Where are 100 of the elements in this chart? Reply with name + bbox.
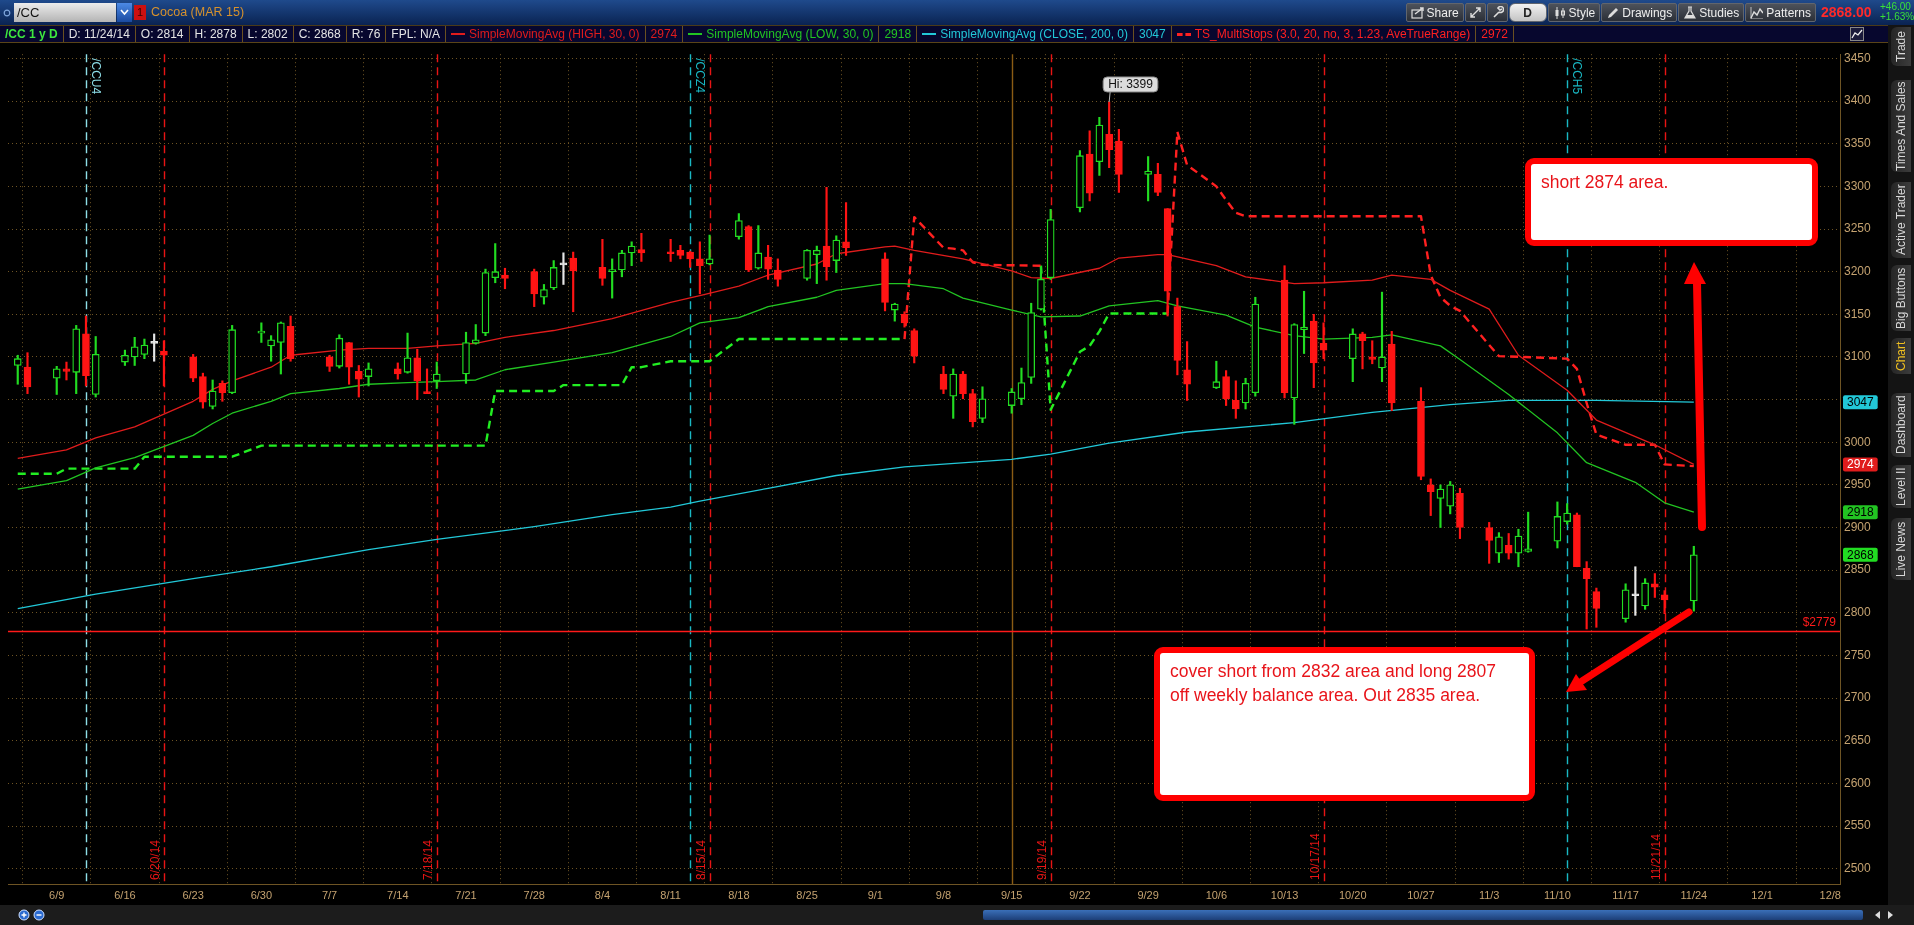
x-tick-label: 8/4: [594, 888, 611, 901]
ref-line-label: 10/17/14: [1307, 832, 1322, 880]
ref-line-label: /CCH5: [1570, 58, 1585, 95]
ref-line-label: /CCU4: [89, 58, 104, 95]
annotation: Hi: 3399: [1108, 77, 1154, 92]
ref-line-label: 6/20/14: [147, 839, 162, 880]
ref-line-label: /CCZ4: [693, 58, 708, 94]
x-tick-label: 9/15: [1000, 888, 1023, 901]
text: R: 76: [346, 26, 387, 42]
x-tick-label: 12/1: [1751, 888, 1773, 901]
text: C: 2868: [293, 26, 347, 42]
text: Live News: [1891, 518, 1911, 580]
legend-label: SimpleMovingAvg (HIGH, 30, 0): [469, 26, 640, 42]
text: Active Trader: [1891, 182, 1911, 258]
text: Dashboard: [1891, 393, 1911, 457]
text: H: 2878: [189, 26, 243, 42]
y-tick-label: 2950: [1844, 477, 1872, 492]
text: +1.63%: [1880, 11, 1914, 22]
text: FPL: N/A: [386, 26, 447, 42]
x-tick-label: 9/22: [1069, 888, 1091, 901]
text: D: [1523, 5, 1532, 20]
text: 2972: [1476, 26, 1514, 42]
annotation: short 2874 area.: [1541, 171, 1670, 194]
x-tick-label: 7/14: [387, 888, 409, 901]
text: D: 11/24/14: [63, 26, 136, 42]
text: Chart: [1891, 338, 1911, 374]
y-tick-label: 2850: [1844, 562, 1872, 577]
y-tick-label: 3250: [1844, 221, 1872, 236]
text: 3047: [1134, 26, 1172, 42]
annotation: cover short from 2832 area and long 2807 off weekly balance area. Out 2835 area.: [1170, 660, 1497, 707]
x-tick-label: 9/29: [1137, 888, 1159, 901]
text: Big Buttons: [1891, 265, 1911, 331]
x-tick-label: 7/7: [321, 888, 338, 901]
y-tick-label: 3450: [1844, 50, 1872, 65]
text: Patterns: [1766, 5, 1811, 20]
text: Trade: [1891, 27, 1911, 66]
text: +46.00: [1880, 1, 1912, 12]
y-tick-label: 2550: [1844, 818, 1872, 833]
annotation: 3047: [1847, 394, 1875, 409]
ref-line-label: 8/15/14: [693, 839, 708, 880]
y-tick-label: 3300: [1844, 178, 1872, 193]
y-tick-label: 3150: [1844, 306, 1872, 321]
x-tick-label: 12/8: [1819, 888, 1841, 901]
text: Drawings: [1622, 5, 1673, 20]
y-tick-label: 2650: [1844, 733, 1872, 748]
y-tick-label: 2800: [1844, 605, 1872, 620]
x-tick-label: 10/20: [1339, 888, 1367, 901]
annotation: 2974: [1847, 457, 1875, 472]
text: 2868.00: [1821, 4, 1872, 21]
candlestick: [598, 238, 607, 286]
text: Times And Sales: [1891, 80, 1911, 172]
x-tick-label: 6/16: [114, 888, 136, 901]
text: 2918: [879, 26, 918, 42]
candlestick: [1358, 331, 1367, 370]
y-tick-label: 2750: [1844, 647, 1872, 662]
text: Style: [1568, 5, 1596, 20]
chart-subtitle: Cocoa (MAR 15): [151, 5, 245, 20]
ref-line-label: 11/21/14: [1648, 833, 1663, 880]
x-tick-label: 7/21: [455, 888, 477, 901]
text: Studies: [1699, 5, 1740, 20]
y-tick-label: 3400: [1844, 93, 1872, 108]
y-tick-label: 3200: [1844, 263, 1872, 278]
x-tick-label: 8/11: [660, 888, 681, 901]
legend-label: SimpleMovingAvg (LOW, 30, 0): [706, 26, 874, 42]
text: 2974: [645, 26, 684, 42]
text: O: 2814: [135, 26, 190, 42]
x-tick-label: 10/13: [1270, 888, 1299, 901]
text: 1: [134, 5, 146, 20]
x-tick-label: 11/24: [1680, 888, 1708, 901]
annotation: 2868: [1847, 547, 1875, 562]
x-tick-label: 11/17: [1612, 888, 1639, 901]
x-tick-label: 11/10: [1544, 888, 1571, 901]
x-tick-label: 9/8: [935, 888, 952, 901]
ref-line-label: 9/19/14: [1034, 839, 1049, 880]
x-tick-label: 7/28: [523, 888, 545, 901]
candlestick: [1319, 322, 1328, 359]
text: Share: [1426, 5, 1459, 20]
x-tick-label: 9/1: [867, 888, 883, 901]
ref-line-label: 7/18/14: [420, 839, 435, 880]
ref-line-label: $2779: [1802, 614, 1837, 629]
annotation: 2918: [1847, 504, 1875, 519]
y-tick-label: 2700: [1844, 690, 1872, 705]
y-tick-label: 3000: [1844, 434, 1872, 449]
y-tick-label: 2500: [1844, 860, 1872, 875]
text: L: 2802: [242, 26, 294, 42]
y-tick-label: 2900: [1844, 519, 1872, 534]
candlestick: [822, 186, 831, 281]
candlestick: [62, 361, 71, 381]
legend-label: TS_MultiStops (3.0, 20, no, 3, 1.23, AveTrueRange): [1194, 26, 1471, 42]
y-tick-label: 2600: [1844, 775, 1872, 790]
chart-title: /CC: [14, 3, 116, 22]
x-tick-label: 10/27: [1407, 888, 1435, 901]
candlestick: [1436, 484, 1445, 528]
x-tick-label: 8/18: [728, 888, 750, 901]
x-tick-label: 10/6: [1205, 888, 1228, 901]
x-tick-label: 6/30: [250, 888, 273, 901]
x-tick-label: 6/9: [49, 888, 65, 901]
x-tick-label: 8/25: [796, 888, 818, 901]
x-tick-label: 6/23: [182, 888, 204, 901]
x-tick-label: 11/3: [1478, 888, 1500, 901]
